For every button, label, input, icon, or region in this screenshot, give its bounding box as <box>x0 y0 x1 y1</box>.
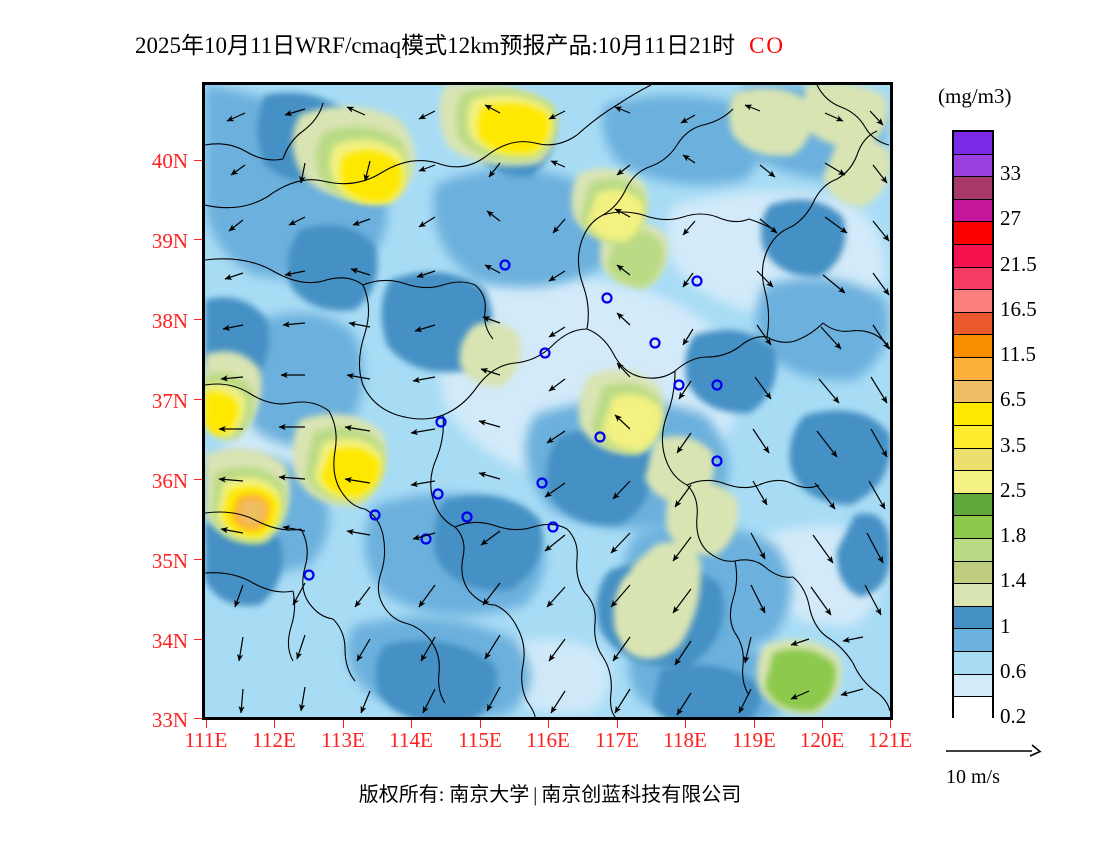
colorbar-band <box>954 584 992 607</box>
x-tick-label: 120E <box>799 728 845 752</box>
forecast-map[interactable] <box>202 82 893 720</box>
y-tick-label: 35N <box>151 549 188 573</box>
y-tick-label: 33N <box>151 708 188 732</box>
colorbar-tick-label: 16.5 <box>1000 296 1037 321</box>
colorbar-band <box>954 403 992 426</box>
x-tick <box>411 720 412 728</box>
y-tick <box>194 319 202 320</box>
colorbar-band <box>954 697 992 720</box>
colorbar-tick-label: 1 <box>1000 613 1011 638</box>
colorbar-band <box>954 425 992 449</box>
colorbar-band <box>954 222 992 246</box>
colorbar-tick-label: 21.5 <box>1000 251 1037 276</box>
wind-scale-label: 10 m/s <box>946 766 1000 788</box>
y-tick-label: 39N <box>151 229 188 253</box>
x-tick <box>548 720 549 728</box>
y-tick <box>194 399 202 400</box>
colorbar-band <box>954 199 992 223</box>
x-tick <box>274 720 275 728</box>
y-tick <box>194 718 202 719</box>
colorbar-band <box>954 177 992 200</box>
colorbar-band <box>954 516 992 539</box>
colorbar-band <box>954 290 992 313</box>
colorbar-band <box>954 312 992 336</box>
copyright-right: 南京创蓝科技有限公司 <box>541 784 742 806</box>
colorbar-tick-label: 0.2 <box>1000 704 1027 728</box>
x-tick-label: 114E <box>389 728 433 752</box>
colorbar-band <box>954 132 992 155</box>
province-boundaries <box>205 85 890 717</box>
x-tick-label: 117E <box>595 728 639 752</box>
x-tick-label: 113E <box>321 728 365 752</box>
x-tick-label: 116E <box>526 728 570 752</box>
x-tick-label: 118E <box>663 728 707 752</box>
colorbar-band <box>954 606 992 630</box>
colorbar-band <box>954 561 992 585</box>
colorbar-tick-label: 0.6 <box>1000 658 1027 683</box>
copyright-separator: | <box>533 784 538 806</box>
y-tick <box>194 639 202 640</box>
colorbar-tick-label: 11.5 <box>1000 342 1036 367</box>
x-tick-label: 119E <box>732 728 776 752</box>
y-tick <box>194 160 202 161</box>
colorbar-band <box>954 629 992 653</box>
y-tick-label: 40N <box>151 149 188 173</box>
y-tick-label: 36N <box>151 469 188 493</box>
colorbar-tick-label: 2.5 <box>1000 477 1027 502</box>
colorbar-band <box>954 154 992 178</box>
x-tick <box>343 720 344 728</box>
y-tick-label: 38N <box>151 309 188 333</box>
colorbar-tick-label: 27 <box>1000 206 1021 231</box>
title-species: CO <box>749 33 786 58</box>
colorbar-band <box>954 380 992 404</box>
colorbar-band <box>954 493 992 517</box>
map-canvas <box>205 85 890 717</box>
x-tick <box>822 720 823 728</box>
y-tick-label: 37N <box>151 389 188 413</box>
colorbar-band <box>954 674 992 698</box>
x-tick <box>685 720 686 728</box>
colorbar-tick-label: 1.4 <box>1000 568 1027 593</box>
colorbar-band <box>954 652 992 675</box>
colorbar-band <box>954 335 992 359</box>
colorbar-band <box>954 448 992 472</box>
x-tick-label: 112E <box>252 728 296 752</box>
x-tick <box>480 720 481 728</box>
title-main: 2025年10月11日WRF/cmaq模式12km预报产品:10月11日21时 <box>134 33 736 58</box>
wind-scale-key: 10 m/s <box>944 742 1084 798</box>
y-tick <box>194 239 202 240</box>
x-tick <box>617 720 618 728</box>
colorbar-unit: (mg/m3) <box>938 84 1012 108</box>
copyright-left: 版权所有: 南京大学 <box>358 784 530 806</box>
colorbar-tick-label: 6.5 <box>1000 387 1027 412</box>
colorbar-tick-label: 33 <box>1000 161 1021 186</box>
colorbar-band <box>954 245 992 268</box>
colorbar-tick-label: 3.5 <box>1000 432 1027 457</box>
x-tick-label: 121E <box>867 728 913 752</box>
x-tick-label: 111E <box>184 728 228 752</box>
x-tick <box>206 720 207 728</box>
colorbar[interactable] <box>952 130 994 720</box>
colorbar-tick-label: 1.8 <box>1000 523 1027 548</box>
colorbar-band <box>954 471 992 494</box>
colorbar-band <box>954 538 992 562</box>
copyright-footer: 版权所有: 南京大学 | 南京创蓝科技有限公司 <box>0 778 1100 807</box>
colorbar-band <box>954 267 992 291</box>
x-tick-label: 115E <box>458 728 502 752</box>
x-tick <box>890 720 891 728</box>
colorbar-labels: 33 27 21.5 16.5 11.5 6.5 3.5 2.5 1.8 1.4 1 0.6 0.2 <box>1000 130 1096 728</box>
lake-markers <box>303 259 723 581</box>
colorbar-band <box>954 358 992 381</box>
wind-vectors <box>218 104 890 716</box>
y-tick <box>194 479 202 480</box>
x-tick <box>754 720 755 728</box>
page-title: 2025年10月11日WRF/cmaq模式12km预报产品:10月11日21时 C… <box>0 26 920 60</box>
wind-arrow-icon <box>946 744 1042 757</box>
y-tick <box>194 559 202 560</box>
y-tick-label: 34N <box>151 629 188 653</box>
